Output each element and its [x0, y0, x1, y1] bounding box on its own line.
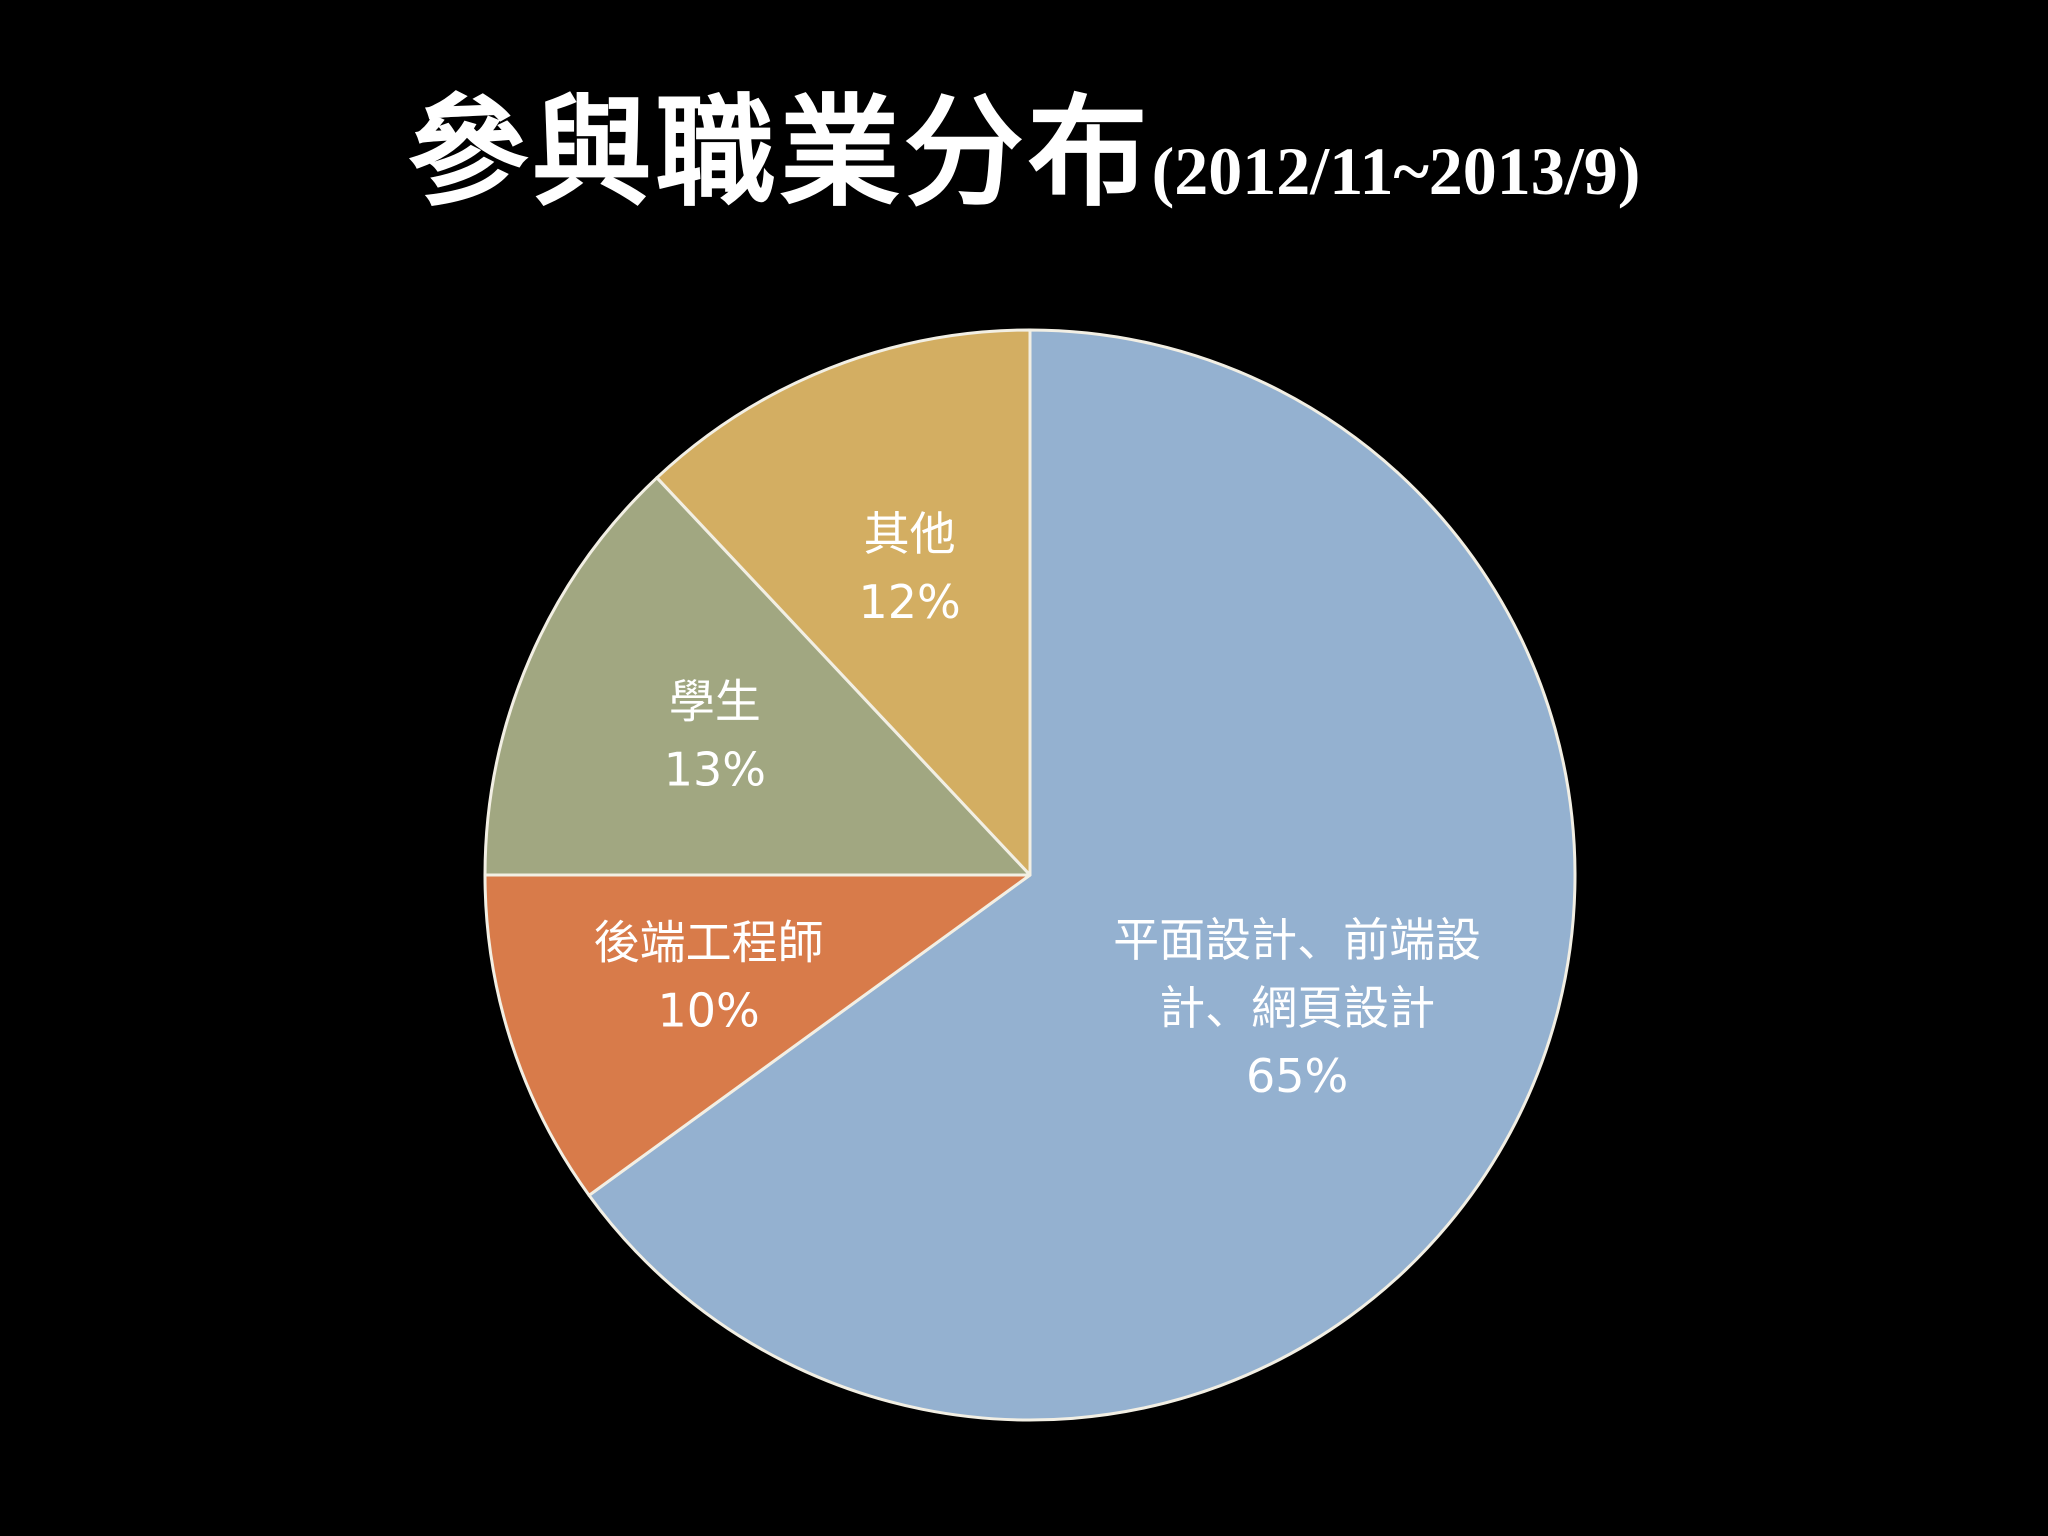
pie-slice [483, 873, 1032, 1197]
slice-percent-label: 13% [664, 742, 766, 796]
slice-percent-label: 12% [858, 575, 960, 629]
slice-percent-label: 10% [657, 983, 759, 1037]
slice-category-label: 後端工程師 [594, 915, 824, 969]
slice-label: 其他 12% [858, 507, 960, 629]
slice-category-label: 平面設計、前端設 [1113, 913, 1481, 967]
slide-title: 參與職業分布(2012/11~2013/9) [0, 55, 2048, 229]
pie-slice [655, 328, 1032, 877]
slice-category-label: 其他 [864, 507, 956, 561]
slice-category-label: 學生 [669, 674, 761, 728]
pie-slice [587, 328, 1577, 1422]
slice-category-label: 計、網頁設計 [1159, 981, 1435, 1035]
slice-label: 後端工程師 10% [594, 915, 824, 1037]
slice-label: 學生 13% [664, 674, 766, 796]
title-date-range: (2012/11~2013/9) [1151, 133, 1641, 209]
pie-slice [483, 476, 1032, 877]
slice-percent-label: 65% [1246, 1049, 1348, 1103]
slice-label: 平面設計、前端設計、網頁設計 65% [1113, 913, 1481, 1103]
title-main: 參與職業分布 [407, 84, 1152, 223]
